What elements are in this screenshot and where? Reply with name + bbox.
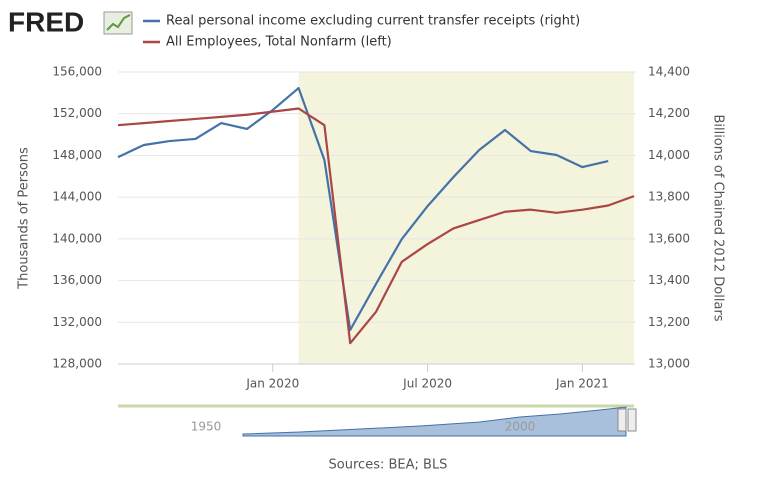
navigator-label: 2000 <box>505 420 536 434</box>
y2-tick-label: 13,600 <box>648 231 690 245</box>
recession-shading <box>298 72 634 364</box>
navigator-label: 1950 <box>191 420 222 434</box>
y2-tick-label: 13,200 <box>648 315 690 329</box>
navigator <box>118 404 637 437</box>
y2-tick-label: 13,800 <box>648 190 690 204</box>
y-tick-label: 144,000 <box>52 190 102 204</box>
x-tick-label: Jan 2021 <box>555 377 609 391</box>
y-tick-label: 140,000 <box>52 231 102 245</box>
y2-tick-label: 13,400 <box>648 273 690 287</box>
source: Sources: BEA; BLS <box>329 458 448 473</box>
x-tick-label: Jan 2020 <box>245 377 299 391</box>
logo: FRED <box>8 6 84 37</box>
y2-tick-label: 13,000 <box>648 357 690 371</box>
y-tick-label: 148,000 <box>52 148 102 162</box>
series-line <box>117 107 635 345</box>
y-tick-label: 132,000 <box>52 315 102 329</box>
y-tick-label: 152,000 <box>52 106 102 120</box>
y-tick-label: 136,000 <box>52 273 102 287</box>
logo-icon <box>103 11 133 35</box>
legend-label: All Employees, Total Nonfarm (left) <box>166 35 392 50</box>
y-tick-label: 156,000 <box>52 65 102 79</box>
y-axis-title: Thousands of Persons <box>17 147 32 290</box>
y2-tick-label: 14,000 <box>648 148 690 162</box>
legend-label: Real personal income excluding current t… <box>166 14 580 29</box>
y2-axis-title: Billions of Chained 2012 Dollars <box>711 114 726 321</box>
y2-tick-label: 14,200 <box>648 106 690 120</box>
series-line <box>117 86 609 332</box>
x-tick-label: Jul 2020 <box>402 377 452 391</box>
y2-tick-label: 14,400 <box>648 65 690 79</box>
y-tick-label: 128,000 <box>52 357 102 371</box>
